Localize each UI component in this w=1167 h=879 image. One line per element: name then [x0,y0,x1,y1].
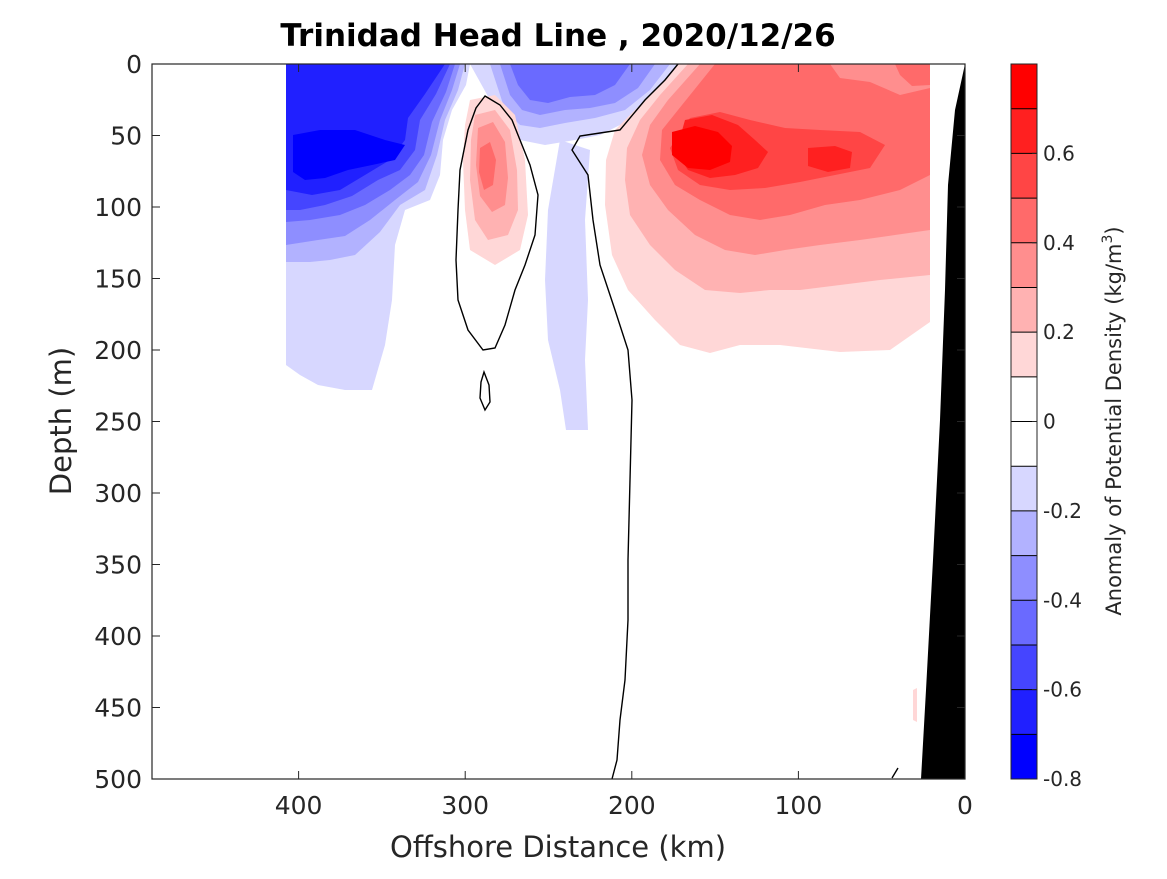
colorbar-swatch [1011,600,1037,645]
colorbar-tick-label: 0 [1043,410,1056,434]
x-tick-label: 200 [608,791,656,820]
contour-band-pos-deep-speck [913,688,917,722]
contour-band-neg-top-4 [510,64,630,103]
x-tick-label: 400 [275,791,323,820]
contour-band-pos-eddy-4 [479,142,496,190]
colorbar-swatch [1011,466,1037,511]
colorbar-swatch [1011,64,1037,109]
contour-band-pos-0-6b [808,146,852,172]
colorbar-ticks: 0.6 0.4 0.2 0 -0.2 -0.4 -0.6 -0.8 [1032,141,1082,791]
colorbar-swatch [1011,108,1037,154]
colorbar-label: Anomaly of Potential Density (kg/m3) [1100,226,1126,615]
y-tick-label: 100 [94,193,142,222]
y-tick-label: 0 [126,50,142,79]
y-tick-label: 50 [110,122,142,151]
contour-fills [286,64,965,779]
colorbar-swatch [1011,644,1037,690]
y-axis: 0 50 100 150 200 250 300 350 400 450 500 [94,50,965,794]
colorbar [1010,63,1038,780]
x-tick-label: 100 [775,791,823,820]
bathymetry-shelf [921,64,965,779]
y-tick-label: 350 [94,551,142,580]
y-tick-label: 150 [94,265,142,294]
x-axis-label: Offshore Distance (km) [390,830,726,864]
y-tick-label: 450 [94,694,142,723]
x-tick-label: 0 [957,791,973,820]
zero-contour-line-small [479,369,491,412]
colorbar-swatch [1011,198,1037,243]
colorbar-swatch [1011,555,1037,601]
colorbar-tick-label: -0.2 [1043,499,1082,523]
y-tick-label: 250 [94,408,142,437]
colorbar-swatch [1011,153,1037,199]
colorbar-swatch [1011,734,1037,779]
contour-band-neg-0-7 [293,130,405,180]
colorbar-tick-label: -0.4 [1043,588,1082,612]
colorbar-tick-label: 0.4 [1043,231,1075,255]
x-axis: 400 300 200 100 0 [275,64,973,820]
y-tick-label: 200 [94,336,142,365]
colorbar-swatch [1011,287,1037,333]
colorbar-tick-label: -0.6 [1043,678,1082,702]
chart-title: Trinidad Head Line , 2020/12/26 [280,18,835,54]
zero-contour-line-eddy [455,95,539,351]
y-tick-label: 500 [94,765,142,794]
contour-band-pos-top-2 [895,64,930,86]
colorbar-tick-label: 0.2 [1043,320,1075,344]
colorbar-swatch [1011,332,1037,377]
colorbar-swatch [1011,689,1037,735]
colorbar-tick-label: 0.6 [1043,141,1075,165]
colorbar-swatch [1011,242,1037,288]
y-tick-label: 400 [94,622,142,651]
colorbar-swatch [1011,510,1037,556]
contour-band-neg-tongue [545,140,590,430]
y-tick-label: 300 [94,479,142,508]
colorbar-swatch [1011,376,1037,422]
contour-band-pos-0-7 [672,126,732,170]
x-tick-label: 300 [441,791,489,820]
zero-contour-line-coast [891,767,899,779]
y-axis-label: Depth (m) [44,347,78,495]
colorbar-tick-label: -0.8 [1043,767,1082,791]
colorbar-swatch [1011,421,1037,467]
zero-contour-line [571,64,679,779]
